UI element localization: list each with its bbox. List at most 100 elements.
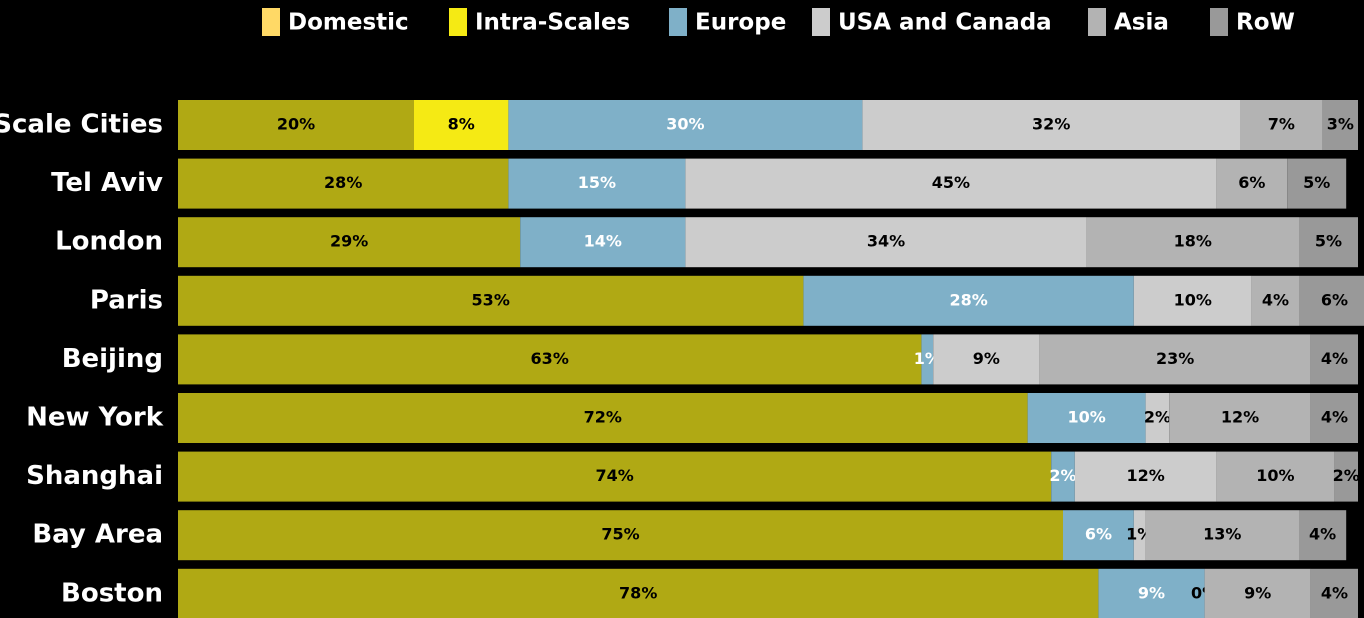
bar-segment [1086, 217, 1299, 268]
bar-segment [178, 100, 414, 150]
legend-swatch [262, 8, 280, 36]
bar-segment [862, 100, 1240, 150]
legend-label: Domestic [288, 10, 409, 36]
value-label: 23% [1156, 349, 1194, 368]
value-label: 4% [1309, 525, 1336, 544]
bar-segment [1074, 451, 1217, 502]
value-label: 18% [1174, 232, 1212, 251]
y-tick-label: Shanghai [26, 461, 163, 491]
bar-segment [1145, 510, 1299, 561]
y-tick-label: Beijing [62, 344, 163, 374]
bar-segment [178, 568, 1099, 618]
legend-swatch [812, 8, 830, 36]
value-label: 9% [973, 349, 1000, 368]
bar-segment [1169, 393, 1311, 443]
bar-segment [178, 158, 509, 209]
legend-label: Europe [695, 10, 786, 36]
value-label: 7% [1268, 115, 1295, 134]
y-tick-label: London [55, 227, 163, 257]
value-label: 74% [595, 466, 633, 485]
value-label: 2% [1144, 408, 1171, 427]
bar-segment [1299, 510, 1347, 561]
bar-segment [1133, 275, 1252, 326]
value-label: 10% [1174, 290, 1212, 309]
bar-segment [1240, 100, 1323, 150]
bar-segment [1133, 510, 1146, 561]
value-label: 6% [1321, 290, 1348, 309]
value-label: 45% [932, 173, 970, 192]
y-tick-label: Tel Aviv [51, 168, 163, 198]
value-label: 29% [330, 232, 368, 251]
y-tick-label: Paris [90, 285, 163, 315]
value-label: 28% [949, 290, 987, 309]
bar-segment [1299, 275, 1364, 326]
value-label: 34% [867, 232, 905, 251]
value-label: 4% [1262, 290, 1289, 309]
value-label: 8% [448, 115, 475, 134]
legend-label: USA and Canada [838, 10, 1052, 36]
legend-swatch [449, 8, 467, 36]
value-label: 13% [1203, 525, 1241, 544]
value-label: 6% [1085, 525, 1112, 544]
bar-segment [1216, 158, 1288, 209]
value-label: 78% [619, 583, 657, 602]
legend-swatch [669, 8, 687, 36]
bar-segment [1251, 275, 1299, 326]
value-label: 12% [1126, 466, 1164, 485]
bar-segment [1098, 568, 1205, 618]
bar-segment [1039, 334, 1311, 385]
bar-segment [1027, 393, 1146, 443]
legend-label: RoW [1236, 10, 1295, 36]
bar-segment [178, 334, 922, 385]
bar-segment [933, 334, 1040, 385]
value-label: 63% [531, 349, 569, 368]
value-label: 4% [1321, 583, 1348, 602]
bar-segment [508, 158, 686, 209]
value-label: 32% [1032, 115, 1070, 134]
bar-segment [921, 334, 934, 385]
value-label: 5% [1315, 232, 1342, 251]
legend-swatch [1210, 8, 1228, 36]
legend-label: Asia [1114, 10, 1169, 36]
bar-segment [178, 393, 1028, 443]
value-label: 10% [1256, 466, 1294, 485]
value-label: 6% [1238, 173, 1265, 192]
bar-segment [803, 275, 1134, 326]
bar-segment [1051, 451, 1075, 502]
bar-segment [178, 510, 1063, 561]
value-label: 5% [1303, 173, 1330, 192]
bar-segment [414, 100, 509, 150]
value-label: 2% [1049, 466, 1076, 485]
value-label: 72% [584, 408, 622, 427]
y-tick-label: Scale Cities [0, 110, 163, 140]
bar-segment [1204, 568, 1311, 618]
value-label: 75% [601, 525, 639, 544]
bar-segment [1145, 393, 1170, 443]
value-label: 20% [277, 115, 315, 134]
bar-segment [178, 275, 804, 326]
bar-segment [1322, 100, 1358, 150]
y-tick-label: Boston [61, 578, 163, 608]
value-label: 9% [1138, 583, 1165, 602]
bar-segment [1310, 568, 1358, 618]
bar-segment [508, 100, 863, 150]
bar-segment [1063, 510, 1134, 561]
value-label: 10% [1067, 408, 1105, 427]
bar-segment [1310, 334, 1358, 385]
value-label: 9% [1244, 583, 1271, 602]
bar-segment [685, 158, 1217, 209]
value-label: 2% [1333, 466, 1360, 485]
value-label: 12% [1221, 408, 1259, 427]
bar-segment [1334, 451, 1358, 502]
value-label: 3% [1327, 115, 1354, 134]
bar-segment [178, 451, 1052, 502]
bar-segment [685, 217, 1087, 268]
value-label: 14% [584, 232, 622, 251]
legend-swatch [1088, 8, 1106, 36]
value-label: 28% [324, 173, 362, 192]
y-tick-label: Bay Area [32, 520, 163, 550]
bar-segment [1310, 393, 1358, 443]
bar-segment [520, 217, 686, 268]
value-label: 15% [578, 173, 616, 192]
